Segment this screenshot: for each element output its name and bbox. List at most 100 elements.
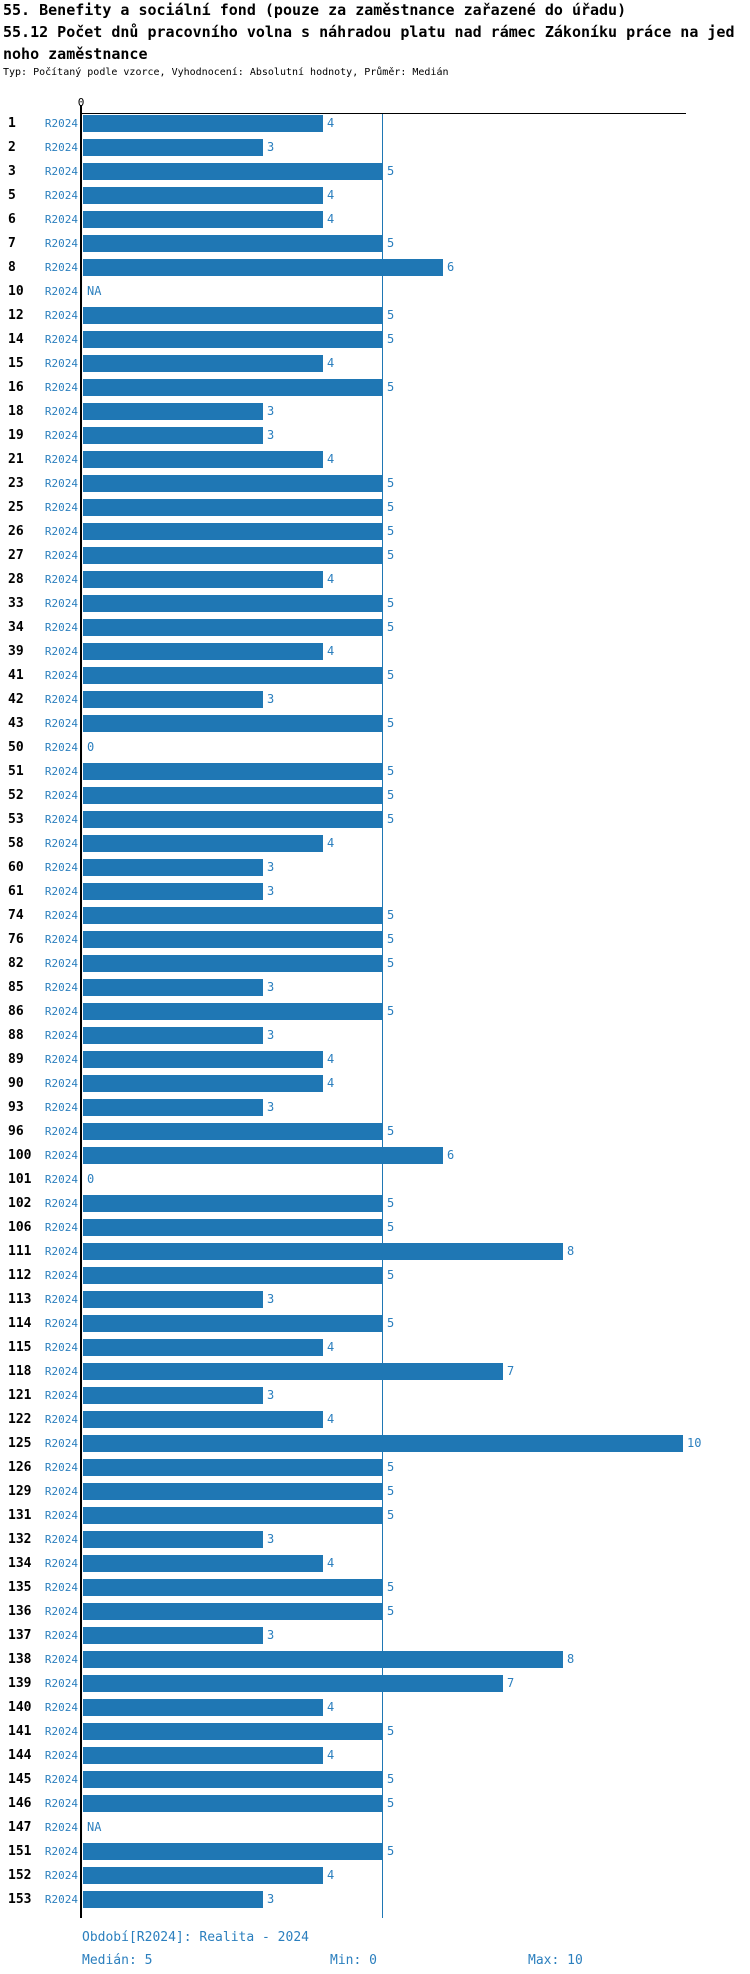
footer-min: Min: 0 (330, 1953, 377, 1968)
row-series-label: R2024 (44, 1485, 78, 1498)
chart-row: 15 R2024 4 (0, 355, 750, 372)
value-bar (83, 979, 263, 996)
value-bar (83, 955, 383, 972)
chart-row: 19 R2024 3 (0, 427, 750, 444)
row-series-label: R2024 (44, 1773, 78, 1786)
row-series-label: R2024 (44, 1725, 78, 1738)
chart-row: 82 R2024 5 (0, 955, 750, 972)
value-bar (83, 331, 383, 348)
chart-row: 88 R2024 3 (0, 1027, 750, 1044)
row-category-label: 33 (8, 596, 24, 611)
value-label: 6 (447, 260, 455, 274)
value-bar (83, 1051, 323, 1068)
value-bar (83, 1603, 383, 1620)
value-bar (83, 1699, 323, 1716)
value-bar (83, 355, 323, 372)
value-bar (83, 1459, 383, 1476)
value-bar (83, 1507, 383, 1524)
row-series-label: R2024 (44, 165, 78, 178)
row-series-label: R2024 (44, 117, 78, 130)
value-label: 5 (387, 1316, 395, 1330)
chart-row: 138 R2024 8 (0, 1651, 750, 1668)
value-bar (83, 523, 383, 540)
value-label: 5 (387, 164, 395, 178)
chart-row: 1 R2024 4 (0, 115, 750, 132)
value-label: 3 (267, 1628, 275, 1642)
chart-row: 61 R2024 3 (0, 883, 750, 900)
value-label: 5 (387, 500, 395, 514)
row-series-label: R2024 (44, 1341, 78, 1354)
row-series-label: R2024 (44, 1101, 78, 1114)
row-series-label: R2024 (44, 1197, 78, 1210)
row-category-label: 74 (8, 908, 24, 923)
value-label: 5 (387, 1268, 395, 1282)
value-label: NA (87, 284, 102, 298)
value-label: 3 (267, 1532, 275, 1546)
chart-row: 6 R2024 4 (0, 211, 750, 228)
value-label: 5 (387, 812, 395, 826)
row-series-label: R2024 (44, 453, 78, 466)
value-bar (83, 451, 323, 468)
chart-row: 42 R2024 3 (0, 691, 750, 708)
value-label: 4 (327, 1076, 335, 1090)
row-series-label: R2024 (44, 1653, 78, 1666)
row-category-label: 115 (8, 1340, 32, 1355)
row-series-label: R2024 (44, 717, 78, 730)
row-series-label: R2024 (44, 597, 78, 610)
row-category-label: 137 (8, 1628, 32, 1643)
row-series-label: R2024 (44, 1125, 78, 1138)
chart-row: 90 R2024 4 (0, 1075, 750, 1092)
value-bar (83, 1867, 323, 1884)
chart-row: 144 R2024 4 (0, 1747, 750, 1764)
x-axis-line (82, 113, 686, 114)
row-category-label: 41 (8, 668, 24, 683)
chart-row: 43 R2024 5 (0, 715, 750, 732)
value-label: 3 (267, 1292, 275, 1306)
row-series-label: R2024 (44, 261, 78, 274)
row-category-label: 39 (8, 644, 24, 659)
value-bar (83, 1579, 383, 1596)
row-category-label: 151 (8, 1844, 32, 1859)
chart-row: 74 R2024 5 (0, 907, 750, 924)
value-bar (83, 619, 383, 636)
row-series-label: R2024 (44, 1629, 78, 1642)
row-category-label: 60 (8, 860, 24, 875)
value-label: 5 (387, 596, 395, 610)
y-axis-line (80, 113, 82, 1918)
value-bar (83, 1027, 263, 1044)
value-label: 4 (327, 356, 335, 370)
chart-row: 7 R2024 5 (0, 235, 750, 252)
value-label: 5 (387, 1124, 395, 1138)
chart-row: 111 R2024 8 (0, 1243, 750, 1260)
value-bar (83, 235, 383, 252)
value-label: 4 (327, 1748, 335, 1762)
value-label: 7 (507, 1676, 515, 1690)
value-bar (83, 1555, 323, 1572)
row-series-label: R2024 (44, 525, 78, 538)
value-label: 5 (387, 1580, 395, 1594)
value-label: 5 (387, 788, 395, 802)
value-bar (83, 1627, 263, 1644)
row-category-label: 19 (8, 428, 24, 443)
chart-row: 86 R2024 5 (0, 1003, 750, 1020)
value-bar (83, 1531, 263, 1548)
row-series-label: R2024 (44, 1821, 78, 1834)
value-bar (83, 1339, 323, 1356)
value-bar (83, 1843, 383, 1860)
value-label: 5 (387, 476, 395, 490)
row-series-label: R2024 (44, 1269, 78, 1282)
row-category-label: 126 (8, 1460, 32, 1475)
row-series-label: R2024 (44, 1509, 78, 1522)
value-label: 5 (387, 764, 395, 778)
row-category-label: 96 (8, 1124, 24, 1139)
value-bar (83, 547, 383, 564)
value-label: 0 (87, 740, 95, 754)
value-label: 4 (327, 1700, 335, 1714)
row-series-label: R2024 (44, 981, 78, 994)
row-series-label: R2024 (44, 285, 78, 298)
row-series-label: R2024 (44, 813, 78, 826)
row-category-label: 76 (8, 932, 24, 947)
value-label: 3 (267, 1100, 275, 1114)
row-category-label: 145 (8, 1772, 32, 1787)
value-bar (83, 787, 383, 804)
